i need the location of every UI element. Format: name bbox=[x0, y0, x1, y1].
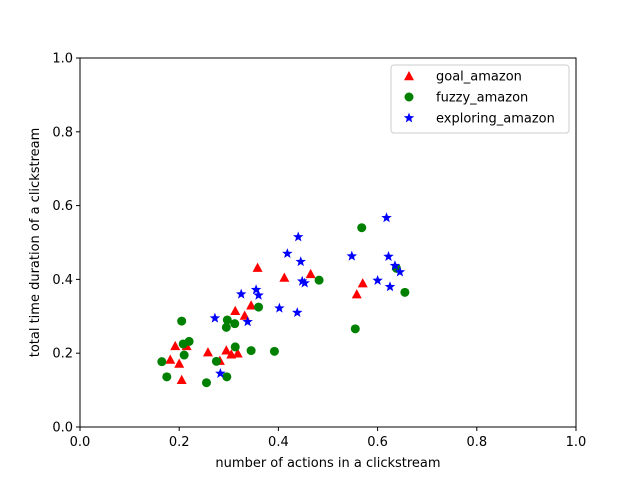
star-point bbox=[293, 231, 304, 242]
legend-marker-circle bbox=[404, 92, 414, 102]
series-exploring_amazon bbox=[209, 212, 406, 378]
plot-frame bbox=[79, 57, 577, 428]
legend-marker-star bbox=[403, 112, 415, 123]
star-point bbox=[235, 288, 247, 299]
star-point bbox=[381, 212, 392, 223]
triangle-point bbox=[170, 340, 181, 351]
circle-point bbox=[157, 357, 167, 367]
star-point bbox=[292, 307, 303, 318]
circle-point bbox=[230, 342, 240, 352]
y-tick-label: 0.8 bbox=[52, 125, 73, 140]
triangle-point bbox=[230, 305, 241, 316]
star-point bbox=[383, 251, 394, 261]
star-point bbox=[394, 266, 406, 277]
y-tick-label: 0.4 bbox=[52, 273, 73, 288]
circle-point bbox=[350, 324, 360, 334]
circle-point bbox=[222, 315, 232, 325]
star-point bbox=[215, 368, 226, 378]
star-point bbox=[250, 284, 262, 295]
triangle-point bbox=[252, 262, 263, 272]
star-point bbox=[346, 250, 358, 261]
x-axis-label: number of actions in a clickstream bbox=[215, 456, 440, 471]
series-fuzzy_amazon bbox=[157, 223, 410, 388]
data-marks bbox=[157, 212, 410, 388]
circle-point bbox=[230, 319, 240, 329]
triangle-point bbox=[305, 268, 316, 279]
x-axis: 0.0 0.2 0.4 0.6 0.8 1.0 bbox=[70, 427, 587, 450]
x-tick-label: 0.2 bbox=[169, 435, 190, 450]
triangle-point bbox=[202, 347, 213, 357]
x-tick-label: 1.0 bbox=[566, 435, 587, 450]
star-point bbox=[282, 248, 293, 259]
x-tick-label: 0.4 bbox=[268, 435, 289, 450]
circle-point bbox=[314, 275, 324, 285]
star-point bbox=[299, 277, 310, 288]
circle-point bbox=[162, 372, 172, 382]
legend-label: goal_amazon bbox=[436, 70, 522, 85]
star-point bbox=[389, 260, 401, 271]
y-tick-label: 0.0 bbox=[52, 421, 73, 436]
x-tick-label: 0.0 bbox=[70, 435, 91, 450]
triangle-point bbox=[351, 289, 362, 299]
circle-point bbox=[400, 287, 410, 297]
circle-point bbox=[201, 378, 211, 388]
triangle-point bbox=[239, 310, 250, 320]
legend-marker-triangle bbox=[404, 71, 414, 81]
circle-point bbox=[184, 336, 194, 346]
star-point bbox=[209, 312, 221, 323]
star-point bbox=[384, 281, 396, 292]
triangle-point bbox=[221, 345, 232, 355]
x-tick-label: 0.6 bbox=[367, 435, 388, 450]
legend-label: exploring_amazon bbox=[436, 112, 555, 127]
legend-label: fuzzy_amazon bbox=[436, 91, 528, 106]
series-goal_amazon bbox=[165, 262, 368, 385]
legend-box bbox=[390, 64, 570, 134]
circle-point bbox=[222, 372, 232, 382]
star-point bbox=[372, 275, 383, 285]
circle-point bbox=[254, 302, 264, 312]
y-axis: 0.0 0.2 0.4 0.6 0.8 1.0 bbox=[52, 52, 80, 436]
triangle-point bbox=[176, 374, 187, 385]
star-point bbox=[274, 302, 285, 313]
y-tick-label: 1.0 bbox=[52, 52, 73, 67]
y-tick-label: 0.2 bbox=[52, 347, 73, 362]
circle-point bbox=[179, 350, 189, 360]
star-point bbox=[242, 316, 253, 327]
circle-point bbox=[177, 316, 187, 326]
triangle-point bbox=[246, 300, 257, 310]
triangle-point bbox=[279, 272, 290, 282]
circle-point bbox=[357, 223, 367, 233]
circle-point bbox=[211, 356, 221, 366]
triangle-point bbox=[174, 358, 185, 368]
circle-point bbox=[221, 322, 231, 332]
star-point bbox=[295, 256, 306, 267]
star-point bbox=[253, 289, 264, 300]
x-tick-label: 0.8 bbox=[466, 435, 487, 450]
triangle-point bbox=[232, 348, 243, 358]
circle-point bbox=[269, 346, 279, 356]
star-point bbox=[296, 275, 308, 286]
y-tick-label: 0.6 bbox=[52, 199, 73, 214]
triangle-point bbox=[357, 278, 368, 288]
circle-point bbox=[246, 346, 256, 356]
y-axis-label: total time duration of a clickstream bbox=[28, 128, 43, 358]
triangle-point bbox=[165, 354, 176, 364]
legend: goal_amazon fuzzy_amazon exploring_amazon bbox=[390, 64, 570, 134]
